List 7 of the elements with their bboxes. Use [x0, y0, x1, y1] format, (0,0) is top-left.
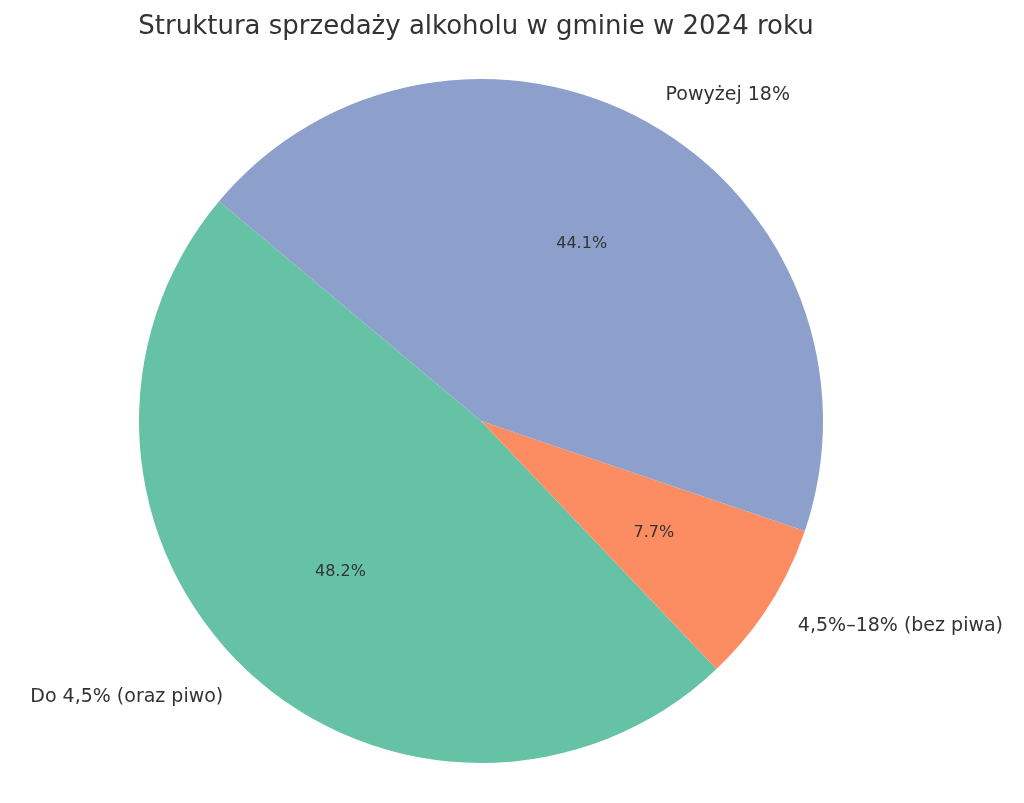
chart-title: Struktura sprzedaży alkoholu w gminie w 2024 roku [138, 10, 814, 40]
data-label: 48.2% [315, 560, 366, 580]
data-label: 44.1% [556, 232, 608, 252]
slice-label: Powyżej 18% [665, 82, 790, 105]
data-label: 7.7% [633, 522, 675, 542]
slice-label: Do 4,5% (oraz piwo) [30, 684, 224, 707]
slice-label: 4,5%–18% (bez piwa) [797, 612, 1004, 635]
